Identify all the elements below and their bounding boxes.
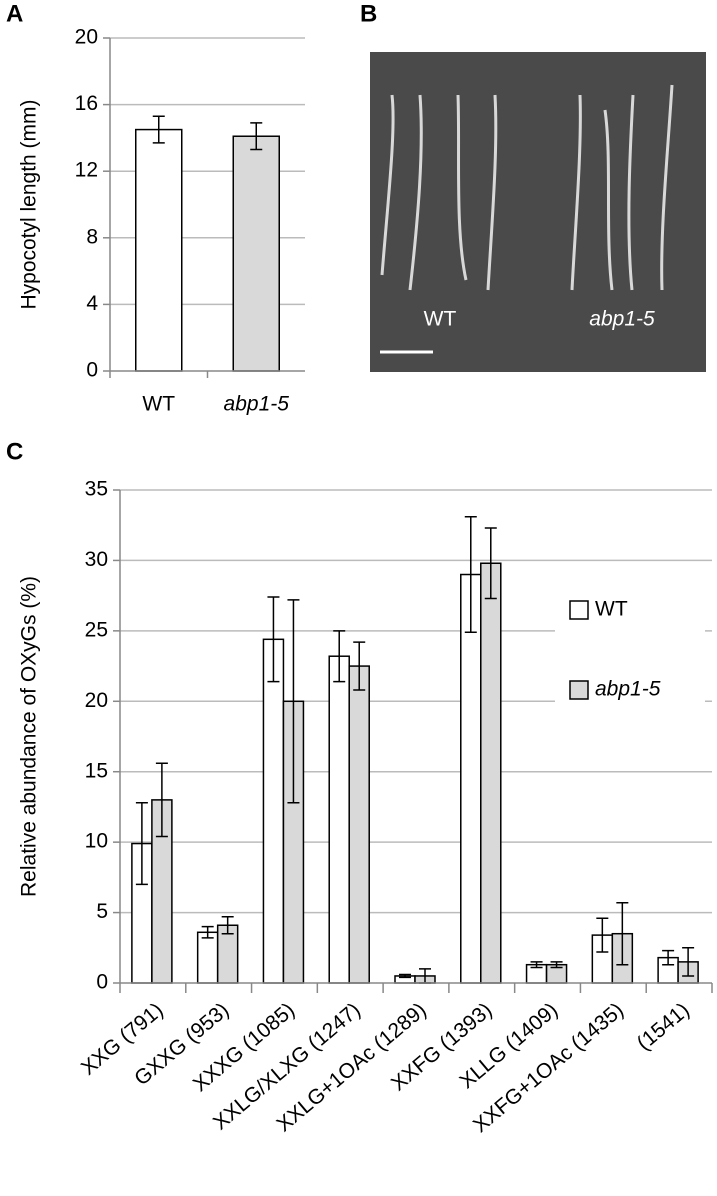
error-bar (287, 599, 300, 804)
error-bar (399, 973, 411, 979)
bar (460, 573, 482, 984)
seedlings (380, 84, 674, 291)
y-tick-label: 20 (75, 26, 98, 49)
panel-label: C (6, 438, 23, 465)
error-bar (550, 961, 563, 969)
error-bar (616, 901, 629, 966)
x-tick-label: (1541) (633, 998, 694, 1055)
photo-label: WT (424, 308, 457, 331)
error-bar (135, 801, 148, 886)
error-bar (201, 925, 214, 939)
bar (262, 638, 285, 984)
bar (232, 135, 280, 372)
y-tick-label: 0 (96, 971, 108, 994)
y-tick-label: 30 (85, 548, 108, 571)
y-tick-label: 16 (75, 92, 98, 115)
legend-label: WT (595, 598, 628, 621)
y-tick-label: 25 (85, 618, 108, 641)
y-tick-label: 0 (86, 359, 98, 382)
panel-label: A (6, 0, 23, 27)
error-bar (596, 917, 609, 953)
legend-swatch (569, 600, 589, 620)
error-bar (484, 527, 497, 600)
y-axis-label: Hypocotyl length (mm) (18, 99, 41, 309)
error-bar (353, 641, 366, 691)
y-tick-label: 8 (86, 225, 98, 248)
y-axis-label: Relative abundance of OXyGs (%) (18, 576, 41, 897)
error-bar (662, 949, 675, 966)
error-bar (155, 762, 168, 838)
y-tick-label: 15 (85, 759, 108, 782)
photo: WT abp1-5 (370, 52, 706, 372)
error-bar (250, 122, 263, 151)
bar (480, 562, 502, 984)
photo-label: abp1-5 (589, 308, 655, 331)
x-tick-label: abp1-5 (224, 393, 290, 416)
photo-background (370, 52, 706, 372)
error-bar (464, 516, 477, 634)
panel-label: B (360, 0, 377, 27)
legend-swatch (569, 680, 589, 700)
y-tick-label: 10 (85, 830, 108, 853)
error-bar (152, 115, 165, 144)
error-bar (682, 947, 695, 977)
y-tick-label: 5 (96, 900, 108, 923)
error-bar (267, 596, 280, 683)
y-tick-label: 20 (85, 689, 108, 712)
y-tick-label: 35 (85, 478, 108, 501)
x-tick-label: WT (142, 393, 175, 416)
bar (135, 128, 183, 372)
legend-label: abp1-5 (595, 678, 661, 701)
bar (348, 665, 370, 984)
y-tick-label: 4 (86, 292, 98, 315)
error-bar (221, 916, 234, 935)
error-bar (333, 630, 346, 683)
error-bar (530, 961, 543, 969)
bar (196, 931, 219, 984)
y-tick-label: 12 (75, 159, 98, 182)
bar (328, 655, 350, 984)
